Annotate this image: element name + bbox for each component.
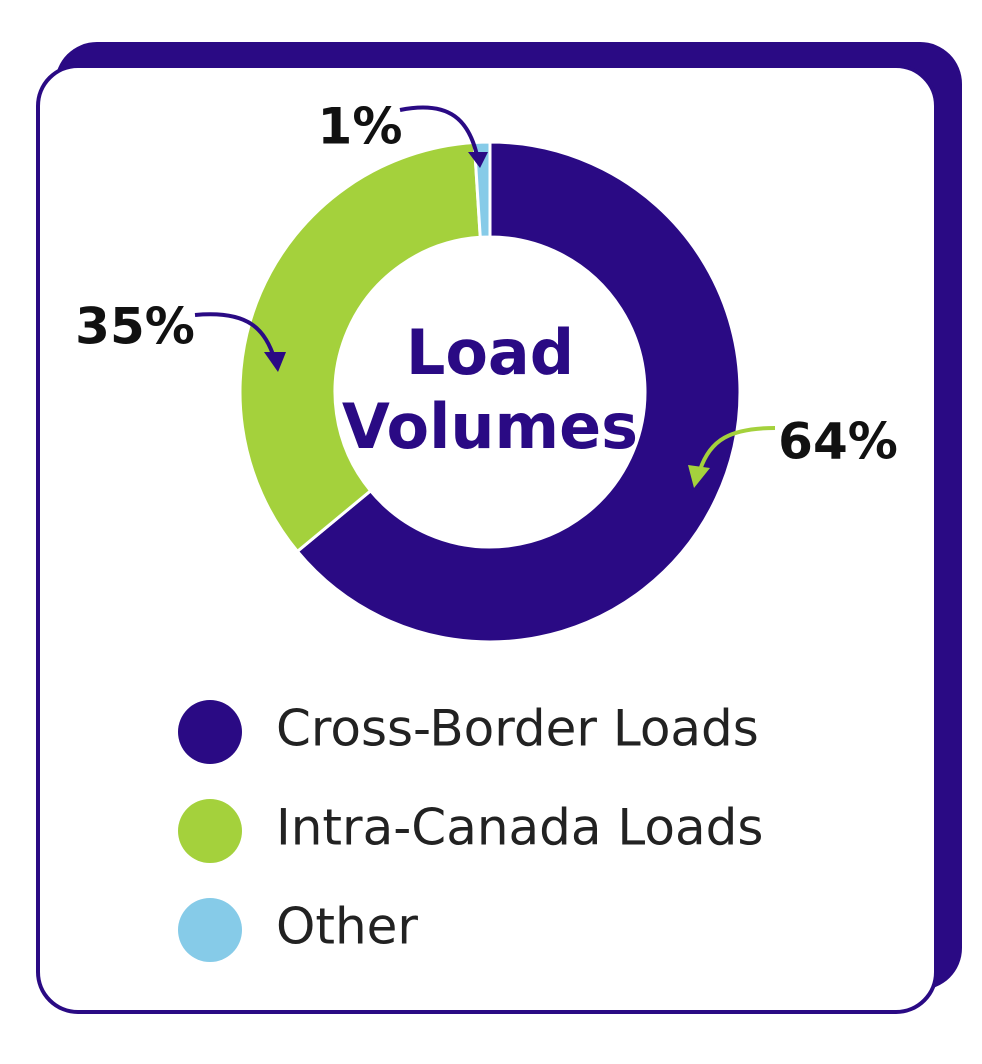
center-title: Load Volumes [341,315,639,463]
legend-swatch [178,799,242,863]
legend-swatch [178,898,242,962]
legend: Cross-Border Loads Intra-Canada Loads Othe… [178,700,763,962]
data-label: 1% [318,98,403,156]
arrow [399,105,480,161]
arrow [698,426,776,471]
slice [238,140,482,554]
donut [238,140,742,644]
data-label: 35% [75,298,195,356]
data-label: 64% [778,413,898,471]
legend-label: Cross-Border Loads [276,700,759,758]
legend-swatch [178,700,242,764]
slice [472,140,492,239]
arrow-head [264,352,286,372]
data-labels: 64% 35% 1% [75,98,898,471]
slice [295,140,742,644]
arrow [194,312,277,361]
arrow-head [688,465,710,488]
legend-label: Intra-Canada Loads [276,799,763,857]
legend-label: Other [276,898,418,956]
arrow-head [468,152,488,168]
